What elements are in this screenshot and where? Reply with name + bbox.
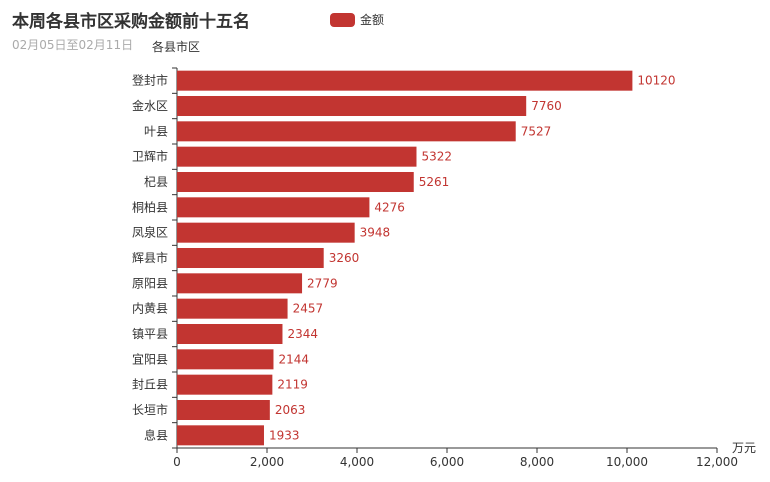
category-label: 凤泉区 bbox=[132, 226, 168, 240]
bar bbox=[177, 323, 283, 345]
x-tick-label: 6,000 bbox=[430, 455, 464, 469]
x-tick-label: 2,000 bbox=[250, 455, 284, 469]
value-label: 2063 bbox=[275, 403, 306, 417]
bar bbox=[177, 95, 527, 117]
bar bbox=[177, 171, 414, 193]
category-label: 镇平县 bbox=[132, 327, 168, 341]
category-label: 辉县市 bbox=[132, 250, 168, 265]
x-tick-label: 8,000 bbox=[520, 455, 554, 469]
category-label: 叶县 bbox=[144, 124, 168, 138]
bar bbox=[177, 425, 264, 446]
bar bbox=[177, 374, 273, 395]
bar bbox=[177, 349, 274, 370]
category-label: 金水区 bbox=[132, 98, 168, 113]
bar bbox=[177, 197, 370, 218]
value-label: 7527 bbox=[521, 124, 552, 138]
bar bbox=[177, 273, 303, 294]
bar bbox=[177, 146, 417, 167]
bar bbox=[177, 399, 270, 421]
value-label: 10120 bbox=[637, 74, 675, 88]
category-label: 息县 bbox=[144, 427, 168, 442]
category-label: 原阳县 bbox=[132, 276, 168, 290]
category-label: 登封市 bbox=[132, 73, 168, 88]
bar bbox=[177, 121, 516, 142]
value-label: 1933 bbox=[269, 428, 300, 442]
bar bbox=[177, 298, 288, 319]
value-label: 3260 bbox=[329, 251, 360, 265]
x-tick-label: 0 bbox=[173, 455, 181, 469]
value-label: 5322 bbox=[421, 150, 452, 164]
x-tick-label: 10,000 bbox=[606, 455, 648, 469]
category-label: 封丘县 bbox=[132, 378, 168, 392]
value-label: 2144 bbox=[278, 352, 309, 366]
bar bbox=[177, 70, 633, 91]
category-label: 宜阳县 bbox=[132, 351, 168, 366]
value-label: 2457 bbox=[293, 302, 324, 316]
plot-area: 0 2,000 4,000 6,000 8,000 10,000 12,000 登封市 1012… bbox=[132, 67, 738, 469]
category-label: 内黄县 bbox=[132, 302, 168, 316]
value-label: 2344 bbox=[287, 327, 318, 341]
category-label: 卫辉市 bbox=[132, 149, 168, 164]
chart-subtitle: 02月05日至02月11日 bbox=[12, 38, 134, 52]
value-label: 2119 bbox=[277, 378, 308, 392]
category-label: 长垣市 bbox=[132, 402, 168, 417]
bar bbox=[177, 222, 355, 243]
x-axis-label: 万元 bbox=[732, 441, 756, 455]
value-label: 7760 bbox=[531, 99, 562, 113]
legend-swatch bbox=[330, 12, 355, 27]
category-label: 桐柏县 bbox=[132, 199, 168, 214]
bar bbox=[177, 247, 324, 269]
y-axis-label: 各县市区 bbox=[152, 39, 200, 54]
category-label: 杞县 bbox=[144, 175, 168, 189]
x-tick-label: 4,000 bbox=[340, 455, 374, 469]
value-label: 3948 bbox=[360, 226, 391, 240]
value-label: 4276 bbox=[374, 200, 405, 214]
value-label: 5261 bbox=[419, 175, 450, 189]
legend-item-amount[interactable]: 金额 bbox=[330, 11, 384, 28]
value-label: 2779 bbox=[307, 276, 338, 290]
x-tick-label: 12,000 bbox=[696, 455, 738, 469]
legend-label: 金额 bbox=[360, 13, 385, 27]
chart-title: 本周各县市区采购金额前十五名 bbox=[12, 12, 250, 32]
